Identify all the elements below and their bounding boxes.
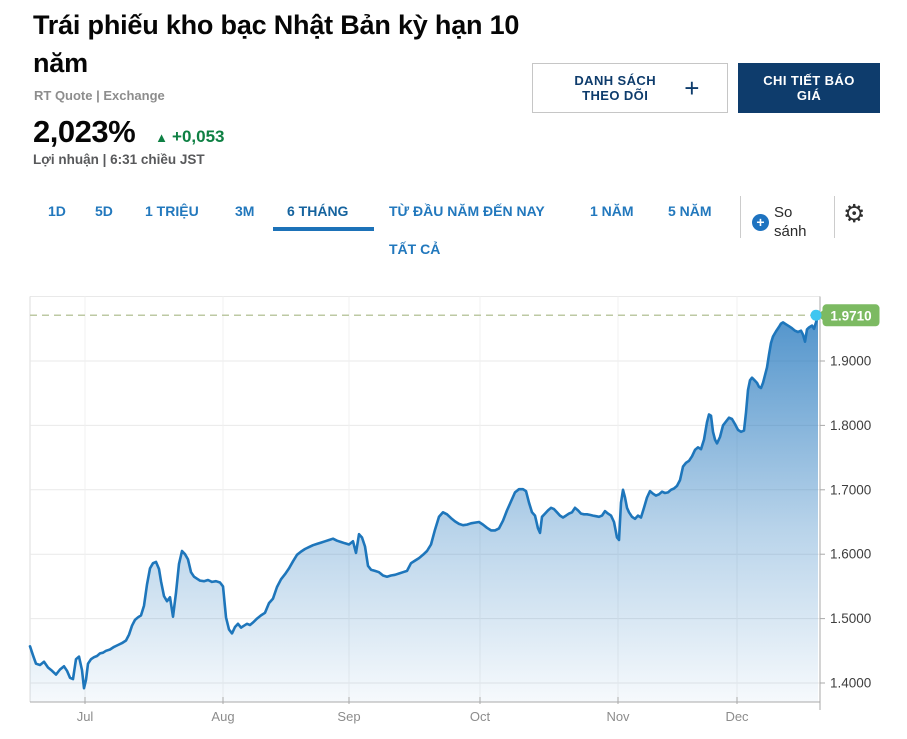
- price-row: 2,023% ▲ +0,053: [33, 114, 225, 150]
- compare-button[interactable]: + So sánh: [752, 203, 820, 241]
- tab-từ-đầu-năm-đến-nay[interactable]: TỪ ĐẦU NĂM ĐẾN NAY: [389, 203, 545, 219]
- compare-plus-icon: +: [752, 214, 769, 231]
- watchlist-button[interactable]: DANH SÁCH THEO DÕI +: [532, 63, 728, 113]
- last-price-dot: [810, 309, 822, 321]
- area-fill: [30, 315, 818, 702]
- y-tick-label: 1.6000: [830, 547, 871, 562]
- quote-source-label: RT Quote | Exchange: [34, 88, 165, 103]
- gear-icon[interactable]: ⚙: [843, 199, 866, 228]
- tab-tất-cả[interactable]: TẤT CẢ: [389, 241, 441, 257]
- price-change-value: +0,053: [172, 127, 225, 146]
- y-tick-label: 1.5000: [830, 611, 871, 626]
- x-tick-label: Jul: [77, 709, 94, 724]
- timerange-toolbar: 1D 5D 1 TRIỆU 3M 6 THÁNG TỪ ĐẦU NĂM ĐẾN NAY 1 …: [0, 195, 907, 265]
- current-value-badge-label: 1.9710: [830, 308, 871, 323]
- x-tick-label: Dec: [725, 709, 749, 724]
- toolbar-divider: [740, 196, 741, 238]
- quote-details-button[interactable]: CHI TIẾT BÁO GIÁ: [738, 63, 880, 113]
- x-tick-label: Aug: [211, 709, 234, 724]
- watchlist-button-label: DANH SÁCH THEO DÕI: [574, 73, 656, 103]
- tab-3m[interactable]: 3M: [235, 203, 255, 219]
- price-line: [28, 314, 820, 690]
- x-tick-label: Nov: [606, 709, 630, 724]
- add-watchlist-plus-icon: +: [684, 73, 700, 103]
- tab-1d[interactable]: 1D: [48, 203, 66, 219]
- price-change: ▲ +0,053: [155, 127, 224, 147]
- y-tick-label: 1.9000: [830, 354, 871, 369]
- tab-6-tháng[interactable]: 6 THÁNG: [287, 203, 349, 219]
- tab-5d[interactable]: 5D: [95, 203, 113, 219]
- up-arrow-icon: ▲: [155, 130, 169, 145]
- y-tick-label: 1.4000: [830, 676, 871, 691]
- current-price: 2,023%: [33, 114, 136, 149]
- compare-label: So sánh: [774, 204, 807, 240]
- x-tick-label: Oct: [470, 709, 491, 724]
- tab-5-năm[interactable]: 5 NĂM: [668, 203, 712, 219]
- x-tick-label: Sep: [337, 709, 360, 724]
- y-tick-label: 1.7000: [830, 482, 871, 497]
- tab-1-năm[interactable]: 1 NĂM: [590, 203, 634, 219]
- yield-timestamp-label: Lợi nhuận | 6:31 chiều JST: [33, 152, 205, 167]
- current-value-badge: [822, 304, 880, 327]
- page-title: Trái phiếu kho bạc Nhật Bản kỳ hạn 10 nă…: [33, 10, 520, 78]
- y-tick-label: 1.8000: [830, 418, 871, 433]
- tab-1-triệu[interactable]: 1 TRIỆU: [145, 203, 199, 219]
- active-tab-underline: [273, 227, 374, 231]
- quote-details-button-label: CHI TIẾT BÁO GIÁ: [763, 73, 855, 103]
- toolbar-divider: [834, 196, 835, 238]
